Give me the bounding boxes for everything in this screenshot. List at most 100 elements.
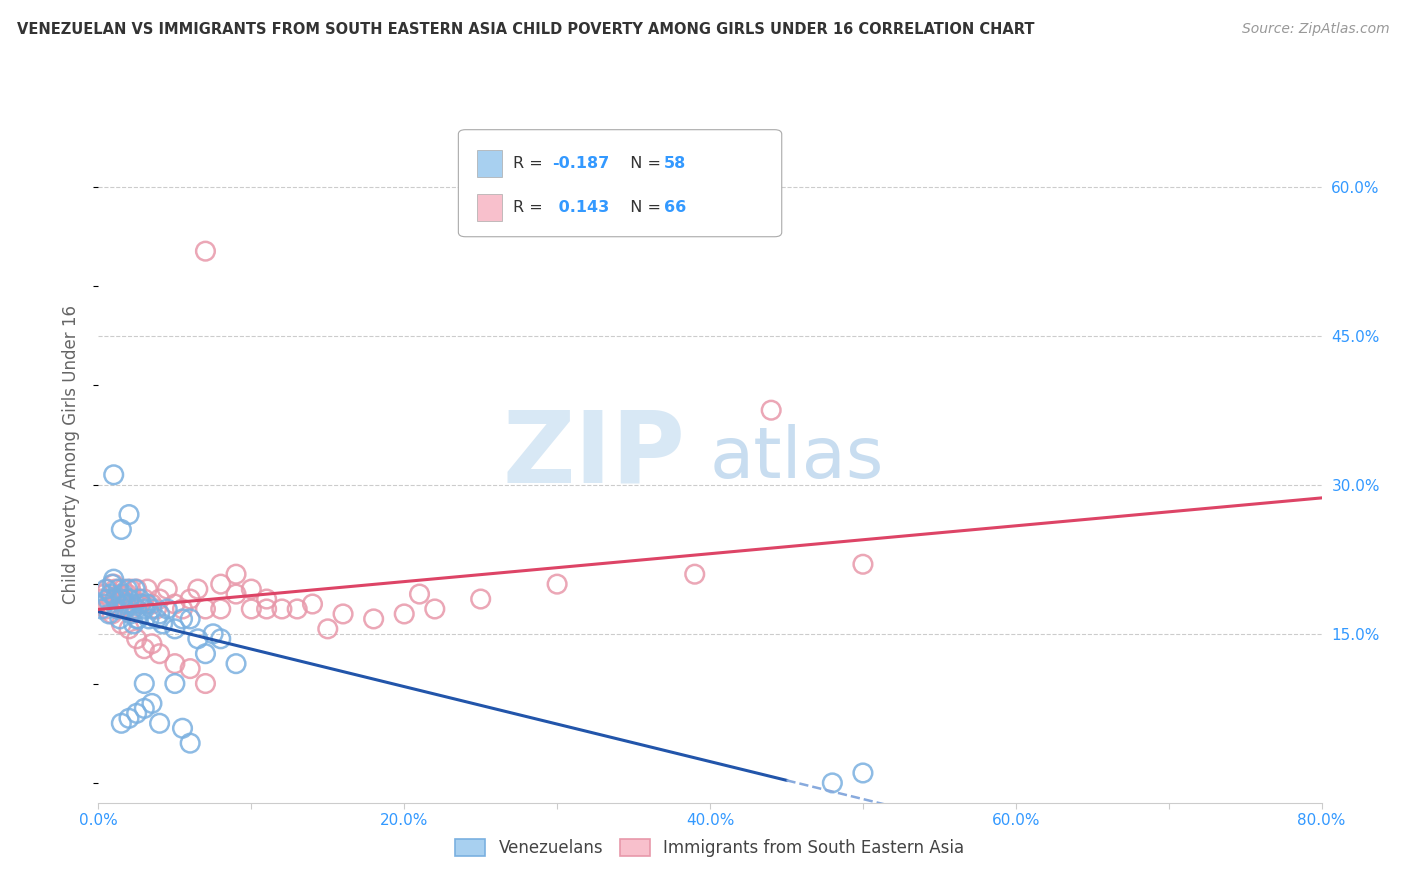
Point [134,602,156,616]
Text: N =: N = [620,200,666,215]
Point [108,587,131,601]
Point [129,597,152,611]
Point [202,627,225,641]
Point [149,716,172,731]
Point [172,602,194,616]
Point [94,602,117,616]
Point [141,637,163,651]
Point [149,592,172,607]
Text: -0.187: -0.187 [553,156,610,171]
Point [103,572,125,586]
Point [124,582,146,596]
Point [156,602,179,616]
Point [90,602,112,616]
Point [316,622,339,636]
Point [100,587,122,601]
Y-axis label: Child Poverty Among Girls Under 16: Child Poverty Among Girls Under 16 [62,305,80,605]
Point [145,602,167,616]
Point [125,706,148,721]
Point [97,592,120,607]
Point [117,582,139,596]
Text: 0.143: 0.143 [553,200,609,215]
Point [134,676,156,690]
Point [187,582,209,596]
Point [104,592,127,607]
Point [194,647,217,661]
Point [546,577,568,591]
Point [163,657,186,671]
Text: Source: ZipAtlas.com: Source: ZipAtlas.com [1241,22,1389,37]
Point [408,587,430,601]
Point [194,244,217,259]
Point [225,567,247,582]
Point [125,602,148,616]
Point [110,616,132,631]
Point [852,558,875,572]
Point [125,582,148,596]
Point [392,607,416,621]
Point [108,612,131,626]
Point [125,612,148,626]
Point [118,592,141,607]
Point [110,523,132,537]
Point [134,592,156,607]
Point [240,602,263,616]
Point [112,597,135,611]
Point [423,602,446,616]
Text: R =: R = [513,156,548,171]
Point [187,632,209,646]
Point [134,641,156,656]
Point [121,597,143,611]
Point [107,602,129,616]
Point [93,587,115,601]
Point [122,592,145,607]
Point [683,567,706,582]
Text: atlas: atlas [710,424,884,493]
Point [163,597,186,611]
Point [98,597,121,611]
Point [363,612,385,626]
Point [270,602,292,616]
Point [128,592,150,607]
Point [194,676,217,690]
Text: R =: R = [513,200,548,215]
Point [149,607,172,621]
Point [141,602,163,616]
Point [118,592,141,607]
Point [179,612,201,626]
Text: VENEZUELAN VS IMMIGRANTS FROM SOUTH EASTERN ASIA CHILD POVERTY AMONG GIRLS UNDER: VENEZUELAN VS IMMIGRANTS FROM SOUTH EAST… [17,22,1035,37]
Point [145,612,167,626]
Point [110,592,132,607]
Point [98,607,121,621]
Point [115,597,138,611]
Point [97,582,120,596]
Point [93,597,115,611]
Point [141,597,163,611]
Point [122,616,145,631]
Point [117,587,139,601]
Point [136,597,159,611]
Point [112,602,135,616]
Point [141,697,163,711]
Point [149,647,172,661]
Point [105,592,128,607]
Text: N =: N = [620,156,666,171]
Point [225,657,247,671]
Point [118,622,141,636]
Point [156,582,179,596]
Point [120,582,142,596]
Point [240,582,263,596]
Point [256,592,278,607]
Point [107,582,129,596]
Point [332,607,354,621]
Point [134,701,156,715]
Point [127,612,149,626]
Point [100,592,122,607]
Point [470,592,492,607]
Point [105,602,128,616]
Point [90,592,112,607]
Point [118,711,141,725]
Point [152,616,174,631]
Point [128,597,150,611]
Point [121,602,143,616]
